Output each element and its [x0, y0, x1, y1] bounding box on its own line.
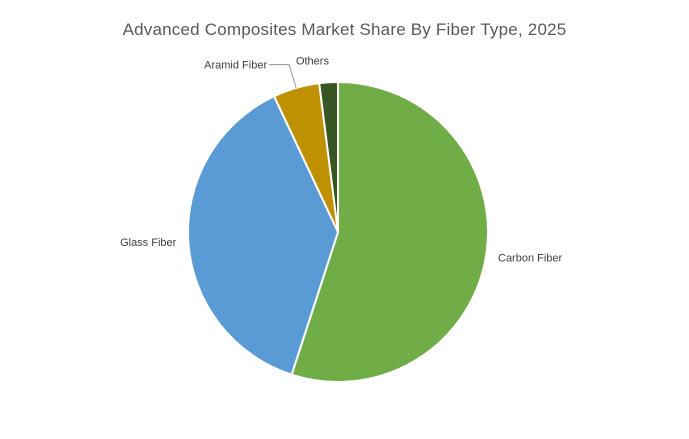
pie-slice-carbon-fiber: [290, 80, 489, 383]
slice-labels: Carbon Fiber Glass Fiber Aramid Fiber Other…: [120, 55, 562, 264]
pie-slice-others: [318, 80, 339, 233]
slice-label-carbon-fiber: Carbon Fiber: [498, 252, 563, 264]
slice-label-glass-fiber: Glass Fiber: [120, 237, 177, 249]
pie-slice-glass-fiber: [187, 94, 340, 376]
leader-line-aramid-fiber: [269, 64, 297, 89]
slice-label-others: Others: [296, 55, 330, 67]
pie-slices: [187, 80, 489, 383]
label-leader-lines: [269, 64, 297, 89]
chart-title: Advanced Composites Market Share By Fibe…: [122, 20, 567, 39]
slice-label-aramid-fiber: Aramid Fiber: [204, 60, 267, 72]
